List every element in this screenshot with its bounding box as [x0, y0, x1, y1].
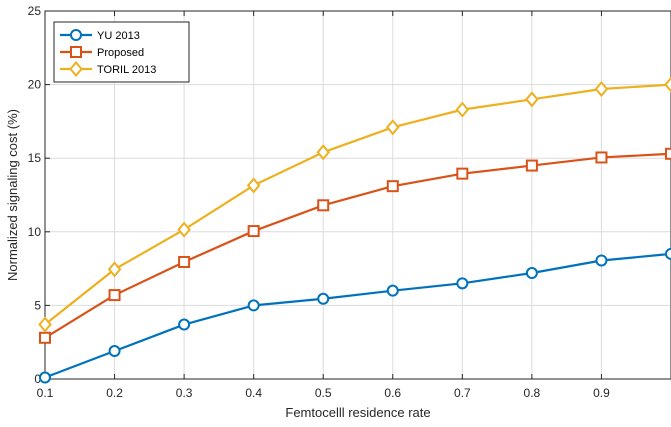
plot-area-frame: [44, 10, 671, 380]
legend-marker: [69, 60, 83, 78]
data-point: [386, 180, 399, 193]
series-line: [44, 152, 671, 339]
legend-label: YU 2013: [97, 30, 140, 42]
data-point: [385, 119, 400, 136]
data-point: [39, 331, 51, 344]
y-axis-title: Normalized signaling cost (%): [5, 109, 20, 281]
series-toril-2013: [38, 76, 671, 333]
legend-marker: [70, 46, 82, 58]
data-point: [595, 254, 608, 267]
data-point: [665, 247, 671, 260]
data-point: [386, 284, 399, 297]
x-tick-labels: 0.1 0.2 0.3 0.4 0.5 0.6 0.7 0.8 0.9: [37, 386, 610, 400]
y-tick-label: 15: [28, 151, 42, 165]
y-tick-label: 5: [34, 298, 41, 312]
data-point: [595, 151, 608, 164]
y-tick-label: 10: [28, 225, 42, 239]
data-point: [108, 345, 121, 358]
legend-marker: [70, 29, 82, 41]
data-point: [247, 225, 260, 238]
data-point: [177, 221, 191, 238]
legend-entry: YU 2013: [60, 29, 140, 42]
data-point: [317, 199, 330, 212]
y-tick-labels: 0 5 10 15 20 25: [28, 4, 42, 386]
y-tick-label: 25: [28, 4, 42, 18]
x-tick-label: 0.4: [245, 386, 262, 400]
data-point: [38, 316, 52, 333]
x-tick-label: 0.5: [315, 386, 332, 400]
data-point: [108, 289, 121, 302]
data-point: [455, 101, 470, 118]
legend: YU 2013 Proposed TORIL 2013: [53, 21, 190, 83]
data-point: [525, 91, 539, 108]
data-point: [178, 255, 191, 268]
legend-label: Proposed: [97, 47, 144, 59]
legend-label: TORIL 2013: [97, 64, 156, 76]
data-point: [39, 371, 51, 384]
data-point: [594, 80, 609, 98]
x-tick-label: 0.8: [524, 386, 541, 400]
x-tick-label: 0.3: [176, 386, 193, 400]
data-point: [247, 299, 260, 312]
x-tick-label: 0.6: [384, 386, 401, 400]
series-layer: [38, 76, 671, 384]
data-point: [107, 261, 122, 278]
y-tick-label: 0: [34, 372, 41, 386]
data-point: [525, 267, 538, 280]
legend-entry: TORIL 2013: [60, 60, 156, 78]
x-tick-label: 0.1: [37, 386, 54, 400]
x-tick-label: 0.7: [454, 386, 471, 400]
data-point: [316, 144, 331, 161]
legend-entry: Proposed: [60, 46, 144, 59]
data-point: [664, 76, 671, 93]
data-point: [456, 277, 469, 290]
series-line: [44, 83, 671, 326]
data-point: [665, 147, 671, 160]
y-tick-label: 20: [28, 78, 42, 92]
data-point: [178, 318, 191, 331]
series-yu-2013: [39, 247, 671, 384]
x-axis-title: Femtocelll residence rate: [285, 405, 430, 420]
data-point: [525, 159, 538, 172]
data-point: [456, 167, 469, 180]
series-line: [44, 252, 671, 379]
data-point: [246, 177, 261, 194]
x-tick-label: 0.9: [593, 386, 610, 400]
x-tick-label: 0.2: [106, 386, 123, 400]
series-proposed: [39, 147, 671, 344]
tick-marks: [44, 10, 602, 380]
data-point: [317, 292, 330, 305]
